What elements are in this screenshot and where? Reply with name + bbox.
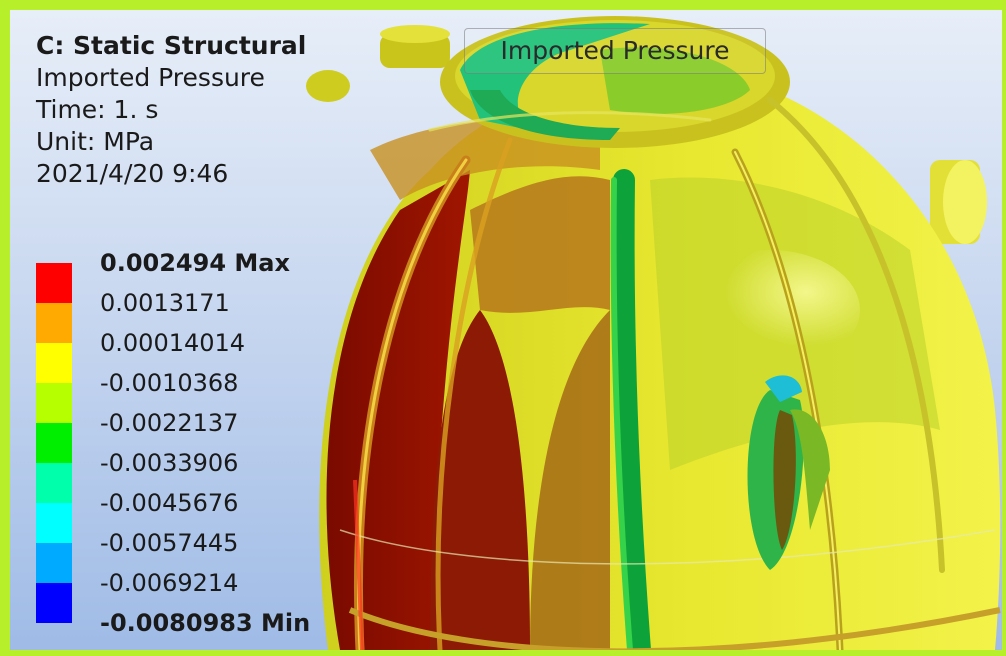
legend-value: -0.0080983 Min bbox=[100, 609, 311, 637]
nozzle-right bbox=[930, 160, 987, 244]
result-name: Imported Pressure bbox=[36, 63, 265, 92]
nozzle-top-left bbox=[380, 25, 450, 68]
legend-swatch bbox=[36, 303, 72, 343]
side-opening bbox=[747, 375, 830, 570]
legend-value: -0.0069214 bbox=[100, 569, 239, 597]
legend-value: 0.002494 Max bbox=[100, 249, 290, 277]
nozzle-left bbox=[306, 70, 350, 102]
orange-band-1 bbox=[470, 176, 610, 313]
top-cover bbox=[440, 16, 790, 148]
time-label: Time: 1. s bbox=[36, 95, 159, 124]
ribs bbox=[354, 97, 945, 650]
graphics-viewport[interactable]: C: Static Structural Imported Pressure T… bbox=[10, 10, 1002, 650]
model-render[interactable] bbox=[10, 10, 1002, 650]
legend-swatch bbox=[36, 383, 72, 423]
legend-swatch bbox=[36, 343, 72, 383]
timestamp-label: 2021/4/20 9:46 bbox=[36, 159, 229, 188]
legend-value: -0.0033906 bbox=[100, 449, 239, 477]
object-annotation-label[interactable]: Imported Pressure bbox=[464, 28, 766, 74]
legend-value: 0.0013171 bbox=[100, 289, 230, 317]
base-ring bbox=[348, 607, 1001, 650]
legend-swatch bbox=[36, 583, 72, 623]
legend-swatch bbox=[36, 463, 72, 503]
orange-band-2 bbox=[530, 310, 610, 650]
legend-swatch bbox=[36, 543, 72, 583]
red-rib-edge bbox=[353, 479, 364, 650]
legend-value: 0.00014014 bbox=[100, 329, 246, 357]
legend-value: -0.0057445 bbox=[100, 529, 239, 557]
legend-value: -0.0022137 bbox=[100, 409, 239, 437]
legend-swatch bbox=[36, 263, 72, 303]
unit-label: Unit: MPa bbox=[36, 127, 155, 156]
legend-swatch bbox=[36, 503, 72, 543]
specular-highlight bbox=[680, 250, 860, 370]
high-pressure-region-2 bbox=[430, 310, 530, 650]
hoop-line bbox=[339, 529, 996, 565]
legend-value: -0.0010368 bbox=[100, 369, 239, 397]
legend-value: -0.0045676 bbox=[100, 489, 239, 517]
legend-swatch bbox=[36, 423, 72, 463]
analysis-title: C: Static Structural bbox=[36, 31, 307, 60]
